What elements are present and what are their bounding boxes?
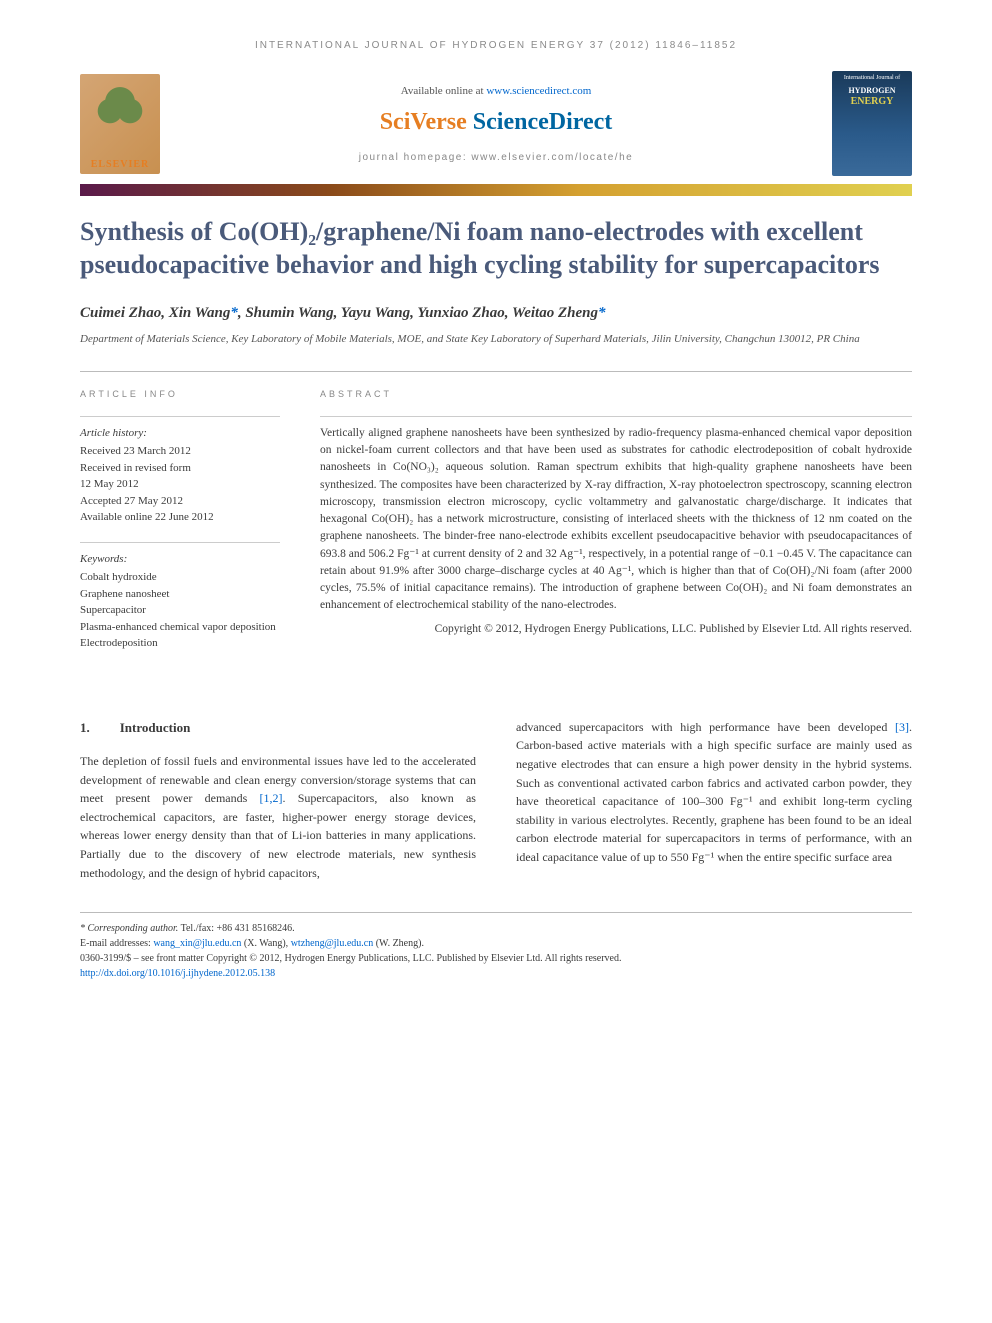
history-revised-line1: Received in revised form (80, 460, 280, 477)
cover-subtitle: International Journal of (844, 75, 900, 81)
elsevier-tree-icon (95, 84, 145, 144)
available-prefix: Available online at (401, 85, 487, 97)
abstract-copyright: Copyright © 2012, Hydrogen Energy Public… (320, 621, 912, 638)
page-footer: * Corresponding author. Tel./fax: +86 43… (80, 912, 912, 981)
email-label: E-mail addresses: (80, 938, 153, 949)
corr-label: * Corresponding author. (80, 923, 178, 934)
corresponding-mark-1: * (230, 305, 238, 321)
info-abstract-row: ARTICLE INFO Article history: Received 2… (80, 371, 912, 668)
sciverse-suffix: ScienceDirect (467, 109, 613, 135)
cover-title-hydrogen: HYDROGEN (848, 86, 895, 95)
abstract-column: ABSTRACT Vertically aligned graphene nan… (320, 388, 912, 668)
history-revised-line2: 12 May 2012 (80, 476, 280, 493)
keyword-item: Electrodeposition (80, 635, 280, 652)
section-heading: 1. Introduction (80, 718, 476, 738)
doi-line: http://dx.doi.org/10.1016/j.ijhydene.201… (80, 966, 912, 981)
publisher-banner: ELSEVIER Available online at www.science… (80, 71, 912, 176)
history-online: Available online 22 June 2012 (80, 509, 280, 526)
sciverse-logo: SciVerse ScienceDirect (180, 109, 812, 136)
article-history-section: Article history: Received 23 March 2012 … (80, 416, 280, 526)
email-link-1[interactable]: wang_xin@jlu.edu.cn (153, 938, 241, 949)
elsevier-text: ELSEVIER (91, 159, 150, 170)
section-title: Introduction (120, 720, 191, 735)
sciencedirect-block: Available online at www.sciencedirect.co… (180, 85, 812, 163)
intro-paragraph-left: The depletion of fossil fuels and enviro… (80, 752, 476, 882)
history-received: Received 23 March 2012 (80, 443, 280, 460)
corr-contact: Tel./fax: +86 431 85168246. (178, 923, 294, 934)
cover-title: HYDROGEN ENERGY (848, 87, 895, 107)
journal-cover-thumbnail: International Journal of HYDROGEN ENERGY (832, 71, 912, 176)
intro-paragraph-right: advanced supercapacitors with high perfo… (516, 718, 912, 867)
section-number: 1. (80, 720, 90, 735)
cover-title-energy: ENERGY (851, 96, 894, 107)
sciverse-prefix: SciVerse (380, 109, 467, 135)
intro-column-left: 1. Introduction The depletion of fossil f… (80, 718, 476, 882)
keyword-item: Supercapacitor (80, 602, 280, 619)
abstract-text: Vertically aligned graphene nanosheets h… (320, 427, 912, 612)
article-info-heading: ARTICLE INFO (80, 388, 280, 402)
elsevier-logo: ELSEVIER (80, 74, 160, 174)
journal-running-header: INTERNATIONAL JOURNAL OF HYDROGEN ENERGY… (80, 40, 912, 51)
authors-part2: , Shumin Wang, Yayu Wang, Yunxiao Zhao, … (238, 305, 598, 321)
email-line: E-mail addresses: wang_xin@jlu.edu.cn (X… (80, 936, 912, 951)
abstract-body: Vertically aligned graphene nanosheets h… (320, 416, 912, 638)
keyword-item: Graphene nanosheet (80, 586, 280, 603)
doi-link[interactable]: http://dx.doi.org/10.1016/j.ijhydene.201… (80, 968, 275, 979)
gradient-divider (80, 184, 912, 196)
author-list: Cuimei Zhao, Xin Wang*, Shumin Wang, Yay… (80, 305, 912, 322)
abstract-heading: ABSTRACT (320, 388, 912, 402)
reference-link[interactable]: [1,2] (259, 791, 282, 805)
available-online-text: Available online at www.sciencedirect.co… (180, 85, 812, 97)
history-label: Article history: (80, 425, 280, 442)
email-name-1: (X. Wang), (241, 938, 290, 949)
article-title: Synthesis of Co(OH)₂/graphene/Ni foam na… (80, 216, 912, 281)
journal-homepage-text: journal homepage: www.elsevier.com/locat… (180, 152, 812, 163)
affiliation: Department of Materials Science, Key Lab… (80, 332, 912, 347)
intro-column-right: advanced supercapacitors with high perfo… (516, 718, 912, 882)
article-info-column: ARTICLE INFO Article history: Received 2… (80, 388, 280, 668)
reference-link[interactable]: [3] (895, 720, 909, 734)
corresponding-mark-2: * (598, 305, 606, 321)
sciencedirect-link[interactable]: www.sciencedirect.com (486, 85, 591, 97)
issn-copyright-line: 0360-3199/$ – see front matter Copyright… (80, 951, 912, 966)
corresponding-author-line: * Corresponding author. Tel./fax: +86 43… (80, 921, 912, 936)
keyword-item: Plasma-enhanced chemical vapor depositio… (80, 619, 280, 636)
keywords-label: Keywords: (80, 551, 280, 568)
keyword-item: Cobalt hydroxide (80, 569, 280, 586)
authors-part1: Cuimei Zhao, Xin Wang (80, 305, 230, 321)
email-name-2: (W. Zheng). (373, 938, 424, 949)
introduction-section: 1. Introduction The depletion of fossil f… (80, 718, 912, 882)
email-link-2[interactable]: wtzheng@jlu.edu.cn (291, 938, 374, 949)
history-accepted: Accepted 27 May 2012 (80, 493, 280, 510)
intro-text-2b: . Carbon-based active materials with a h… (516, 720, 912, 864)
keywords-section: Keywords: Cobalt hydroxide Graphene nano… (80, 542, 280, 652)
intro-text-2a: advanced supercapacitors with high perfo… (516, 720, 895, 734)
